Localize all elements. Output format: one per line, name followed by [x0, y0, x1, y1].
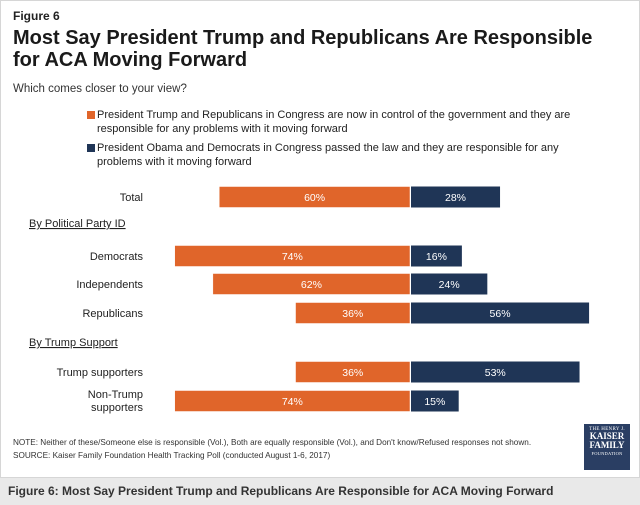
data-label: 53%: [485, 367, 506, 379]
category-label: Non-Trump: [88, 389, 143, 401]
chart-source: SOURCE: Kaiser Family Foundation Health …: [13, 451, 331, 460]
data-label: 24%: [439, 279, 460, 291]
figure-caption: Figure 6: Most Say President Trump and R…: [8, 484, 554, 498]
data-label: 62%: [301, 279, 322, 291]
legend-label: President Obama and Democrats in Congres…: [97, 142, 559, 168]
bar-chart: By Political Party ID By Trump Support Tot…: [29, 186, 590, 414]
chart-subtitle: Which comes closer to your view?: [13, 83, 187, 95]
kff-logo: THE HENRY J. KAISER FAMILY FOUNDATION: [584, 424, 630, 470]
legend-swatch-orange: [87, 111, 95, 119]
bar-right: [411, 361, 580, 383]
figure-panel: Figure 6 Most Say President Trump and Re…: [0, 0, 640, 478]
chart-title: Most Say President Trump and Republicans…: [13, 27, 593, 71]
bar-left: [218, 186, 411, 208]
category-label: Republicans: [82, 308, 143, 320]
data-label: 60%: [304, 192, 325, 204]
legend-label: President Trump and Republicans in Congr…: [97, 109, 571, 135]
legend-item-republicans-responsible: President Trump and Republicans in Congr…: [87, 108, 597, 136]
bar-left: [174, 245, 411, 267]
data-label: 36%: [342, 308, 363, 320]
category-label: Total: [120, 192, 143, 204]
bar-left: [212, 273, 411, 295]
legend-item-democrats-responsible: President Obama and Democrats in Congres…: [87, 141, 597, 169]
data-label: 36%: [342, 367, 363, 379]
category-label: Democrats: [90, 251, 144, 263]
chart-note: NOTE: Neither of these/Someone else is r…: [13, 438, 532, 447]
data-label: 16%: [426, 251, 447, 263]
data-label: 74%: [282, 251, 303, 263]
group-label: By Political Party ID: [29, 218, 126, 230]
bar-left: [295, 302, 411, 324]
bar-right: [411, 390, 459, 412]
category-label: Trump supporters: [57, 367, 144, 379]
bar-left: [295, 361, 411, 383]
data-label: 15%: [424, 396, 445, 408]
group-label: By Trump Support: [29, 337, 118, 349]
bar-right: [411, 302, 590, 324]
category-label: Independents: [76, 279, 143, 291]
bar-left: [174, 390, 411, 412]
legend-swatch-navy: [87, 144, 95, 152]
bar-right: [411, 273, 488, 295]
bar-right: [411, 186, 501, 208]
data-label: 28%: [445, 192, 466, 204]
data-label: 56%: [490, 308, 511, 320]
category-label: supporters: [91, 402, 143, 414]
data-label: 74%: [282, 396, 303, 408]
bar-right: [411, 245, 462, 267]
figure-label: Figure 6: [13, 9, 60, 23]
